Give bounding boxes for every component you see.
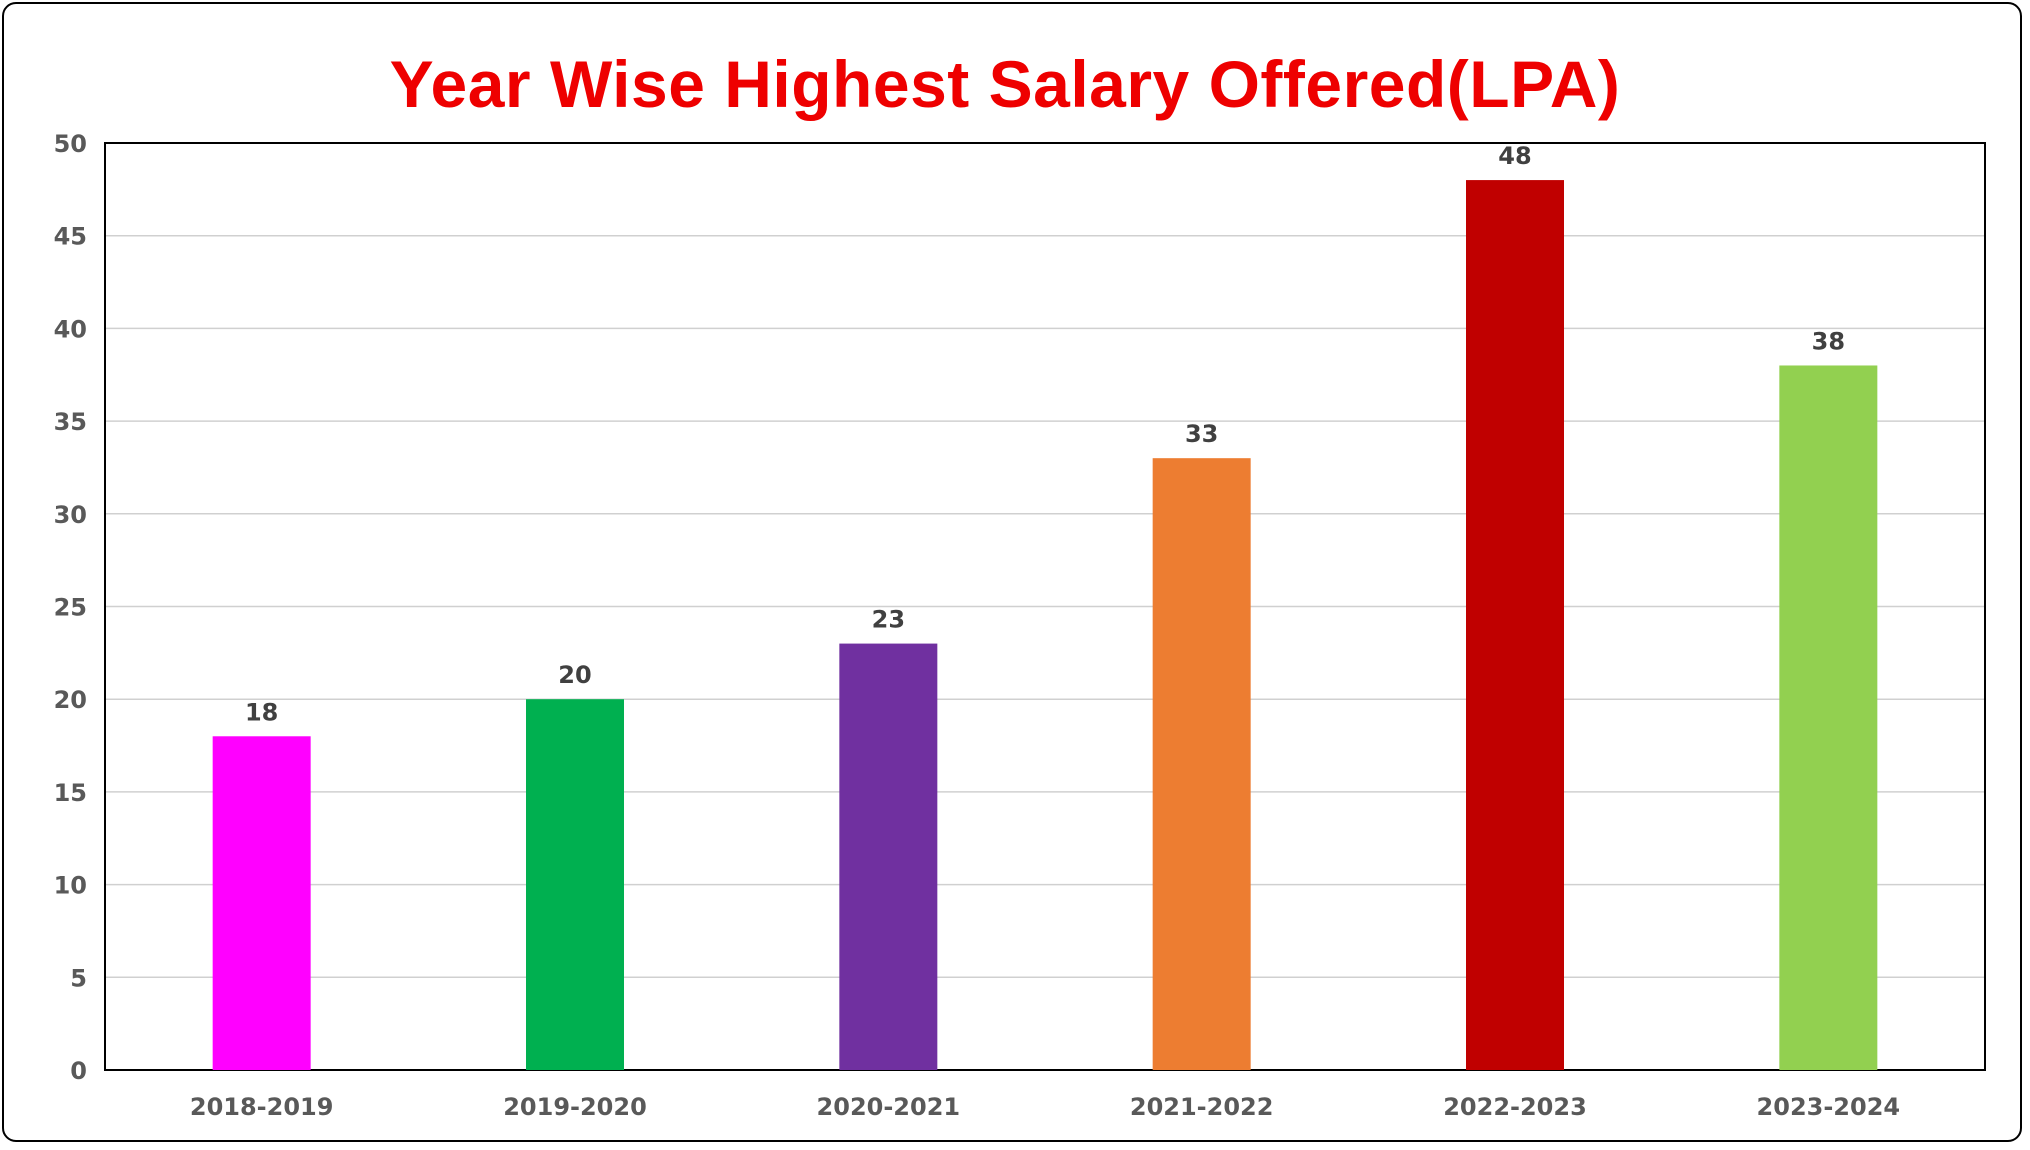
gridlines bbox=[105, 234, 1985, 979]
bar-2023-2024 bbox=[1779, 365, 1878, 1071]
x-tick-label: 2021-2022 bbox=[1130, 1093, 1274, 1121]
x-tick-label: 2023-2024 bbox=[1757, 1093, 1901, 1121]
y-tick-label: 40 bbox=[54, 315, 87, 343]
x-axis: 2018-2019 2019-2020 2020-2021 2021-2022 2022… bbox=[190, 1093, 1900, 1121]
data-label: 23 bbox=[872, 606, 905, 634]
y-tick-label: 25 bbox=[54, 594, 87, 622]
bars: 18 20 23 33 48 38 bbox=[212, 142, 1878, 1071]
data-label: 18 bbox=[245, 698, 278, 726]
data-label: 38 bbox=[1812, 327, 1845, 355]
x-tick-label: 2020-2021 bbox=[817, 1093, 961, 1121]
y-tick-label: 30 bbox=[54, 501, 87, 529]
x-tick-label: 2019-2020 bbox=[503, 1093, 647, 1121]
chart-title: Year Wise Highest Salary Offered(LPA) bbox=[389, 47, 1621, 121]
y-tick-label: 15 bbox=[54, 779, 87, 807]
y-tick-label: 20 bbox=[54, 686, 87, 714]
y-axis: 0 5 10 15 20 25 30 35 40 45 50 bbox=[54, 130, 87, 1085]
bar-2018-2019 bbox=[212, 736, 311, 1070]
bar-2020-2021 bbox=[839, 643, 938, 1070]
data-label: 48 bbox=[1498, 142, 1531, 170]
data-label: 20 bbox=[558, 661, 591, 689]
x-tick-label: 2018-2019 bbox=[190, 1093, 334, 1121]
y-tick-label: 0 bbox=[70, 1057, 87, 1085]
x-tick-label: 2022-2023 bbox=[1443, 1093, 1587, 1121]
bar-2022-2023 bbox=[1466, 180, 1564, 1070]
y-tick-label: 45 bbox=[54, 223, 87, 251]
bar-2019-2020 bbox=[526, 699, 624, 1070]
y-tick-label: 10 bbox=[54, 872, 87, 900]
bar-2021-2022 bbox=[1152, 458, 1251, 1070]
y-tick-label: 50 bbox=[54, 130, 87, 158]
data-label: 33 bbox=[1185, 420, 1218, 448]
plot-area-border bbox=[104, 142, 1986, 1071]
y-tick-label: 35 bbox=[54, 408, 87, 436]
y-tick-label: 5 bbox=[70, 964, 87, 992]
